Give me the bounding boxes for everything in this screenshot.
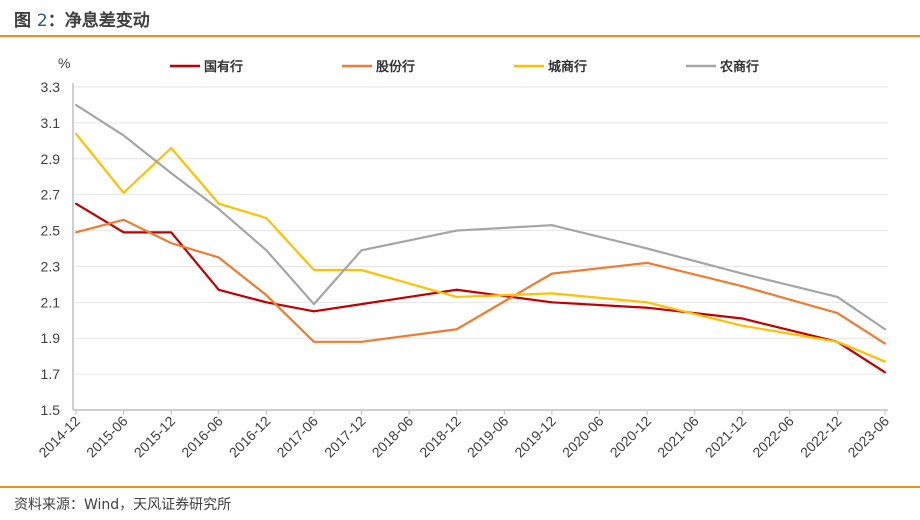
legend-label: 国有行 — [204, 59, 243, 75]
data-point — [75, 132, 77, 135]
data-point — [265, 216, 268, 219]
title-number: 2 — [36, 11, 48, 31]
legend-label: 农商行 — [719, 59, 759, 75]
y-unit-label: % — [58, 55, 70, 71]
data-point — [550, 292, 553, 295]
title-prefix: 图 — [14, 11, 37, 31]
y-tick-label: 2.3 — [41, 258, 61, 274]
data-point — [217, 256, 220, 259]
x-tick-label: 2019-12 — [511, 413, 559, 461]
y-tick-label: 1.7 — [41, 366, 61, 382]
data-point — [836, 295, 839, 298]
data-point — [312, 303, 315, 306]
data-point — [836, 340, 839, 343]
data-point — [170, 172, 173, 175]
legend-label: 股份行 — [376, 59, 415, 75]
data-point — [550, 272, 553, 275]
legend-label: 城商行 — [548, 59, 587, 75]
x-tick-label: 2021-12 — [702, 413, 750, 461]
x-tick-label: 2017-12 — [321, 413, 369, 461]
series-line-3 — [75, 132, 886, 363]
data-point — [360, 269, 363, 272]
data-point — [312, 310, 315, 313]
data-point — [646, 306, 649, 309]
data-point — [455, 328, 458, 331]
data-point — [741, 317, 744, 320]
data-point — [550, 224, 553, 227]
data-point — [217, 202, 220, 205]
data-point — [217, 208, 220, 211]
source-note: 资料来源：Wind，天风证券研究所 — [14, 497, 232, 513]
x-tick-label: 2015-06 — [83, 413, 131, 461]
x-tick-label: 2020-06 — [559, 413, 607, 461]
data-point — [360, 303, 363, 306]
x-tick-label: 2015-12 — [131, 413, 179, 461]
x-tick-label: 2017-06 — [273, 413, 321, 461]
x-tick-label: 2016-06 — [178, 413, 226, 461]
x-tick-label: 2014-12 — [35, 413, 83, 461]
x-tick-label: 2018-06 — [369, 413, 417, 461]
y-tick-label: 2.9 — [41, 151, 61, 167]
data-point — [122, 191, 125, 194]
y-tick-label: 2.1 — [41, 294, 61, 310]
header-rule — [0, 35, 920, 37]
y-tick-label: 2.5 — [41, 223, 61, 239]
series-line-2 — [75, 218, 886, 345]
figure-title: 图 2：净息差变动 — [14, 6, 150, 31]
data-point — [75, 103, 77, 106]
data-point — [741, 272, 744, 275]
x-tick-label: 2021-06 — [654, 413, 702, 461]
data-point — [75, 202, 77, 205]
data-point — [265, 301, 268, 304]
data-point — [884, 360, 886, 363]
data-point — [884, 342, 886, 345]
data-point — [170, 242, 173, 245]
data-point — [312, 340, 315, 343]
data-point — [455, 295, 458, 298]
y-tick-label: 3.3 — [41, 79, 61, 95]
data-point — [170, 147, 173, 150]
data-point — [265, 294, 268, 297]
x-tick-label: 2020-12 — [607, 413, 655, 461]
data-point — [265, 249, 268, 252]
x-tick-label: 2019-06 — [464, 413, 512, 461]
data-point — [646, 261, 649, 264]
data-point — [122, 218, 125, 221]
data-point — [550, 301, 553, 304]
x-tick-label: 2016-12 — [226, 413, 274, 461]
title-text: ：净息差变动 — [47, 11, 150, 31]
y-tick-label: 2.7 — [41, 187, 61, 203]
data-point — [646, 247, 649, 250]
x-tick-label: 2022-12 — [797, 413, 845, 461]
data-point — [75, 231, 77, 234]
data-point — [455, 288, 458, 291]
data-point — [360, 340, 363, 343]
data-point — [741, 324, 744, 327]
data-point — [884, 371, 886, 374]
y-tick-label: 1.9 — [41, 330, 61, 346]
data-point — [455, 229, 458, 232]
data-point — [217, 288, 220, 291]
x-tick-label: 2022-06 — [749, 413, 797, 461]
data-point — [312, 269, 315, 272]
footer-rule — [0, 486, 920, 488]
data-point — [122, 134, 125, 137]
data-point — [646, 301, 649, 304]
x-tick-label: 2018-12 — [416, 413, 464, 461]
data-point — [122, 231, 125, 234]
data-point — [170, 231, 173, 234]
data-point — [884, 328, 886, 331]
x-tick-label: 2023-06 — [844, 413, 892, 461]
data-point — [836, 312, 839, 315]
data-point — [360, 249, 363, 252]
data-point — [741, 285, 744, 288]
y-tick-label: 3.1 — [41, 115, 61, 131]
y-tick-label: 1.5 — [41, 402, 61, 418]
